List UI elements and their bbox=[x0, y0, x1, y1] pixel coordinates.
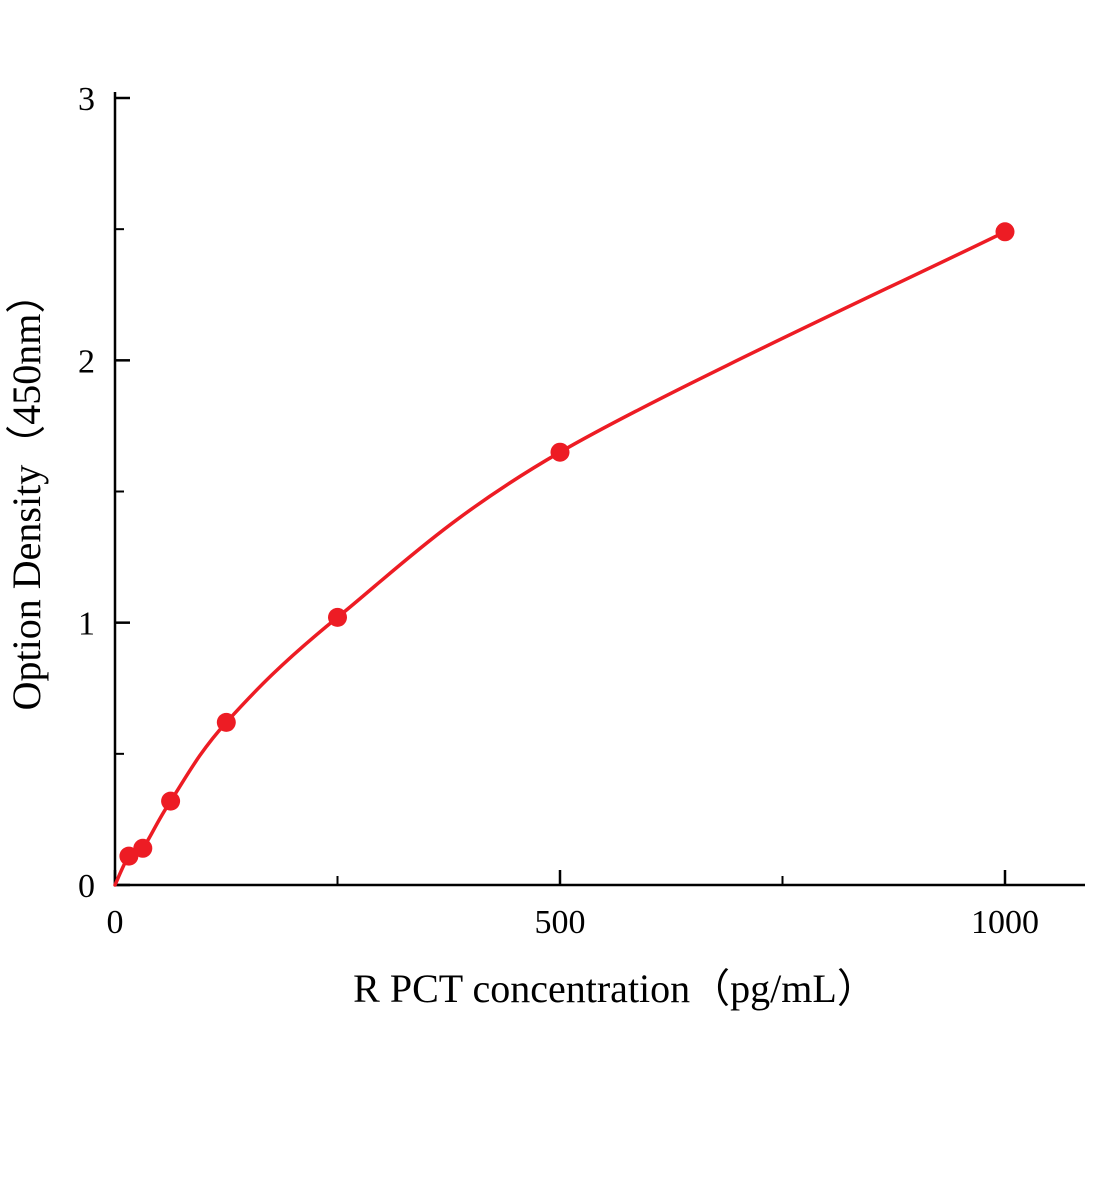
y-tick-label: 3 bbox=[78, 81, 95, 118]
data-point-marker bbox=[216, 712, 236, 732]
x-tick-label: 1000 bbox=[971, 904, 1039, 941]
y-tick-label: 2 bbox=[78, 343, 95, 380]
y-tick-label: 0 bbox=[78, 868, 95, 905]
y-tick-label: 1 bbox=[78, 606, 95, 643]
axes-lines bbox=[113, 92, 1085, 887]
data-point-marker bbox=[328, 607, 347, 627]
data-point-marker bbox=[161, 791, 181, 811]
data-point-marker bbox=[995, 222, 1015, 242]
x-tick-label: 500 bbox=[535, 904, 586, 941]
data-point-marker bbox=[550, 442, 570, 462]
standard-curve-line bbox=[113, 230, 1007, 887]
x-axis-title: R PCT concentration（pg/mL） bbox=[353, 966, 877, 1011]
data-point-marker bbox=[119, 846, 139, 866]
data-point-marker bbox=[133, 838, 153, 858]
y-axis-title: Option Density（450nm） bbox=[4, 274, 49, 711]
x-tick-label: 0 bbox=[107, 904, 124, 941]
